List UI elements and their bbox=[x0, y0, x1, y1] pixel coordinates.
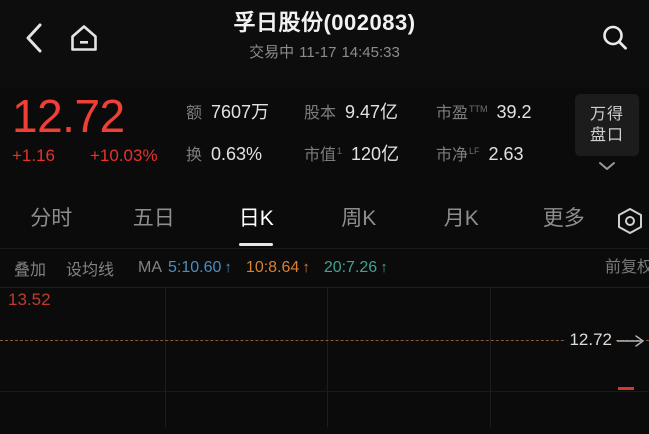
tab-five-day[interactable]: 五日 bbox=[103, 194, 206, 248]
stat-label: 市值1 bbox=[304, 145, 343, 164]
tab-label: 分时 bbox=[30, 207, 73, 230]
quote-date: 11-17 bbox=[299, 44, 337, 61]
stat-label-sup: LF bbox=[469, 145, 480, 156]
price-block: 12.72 +1.16 +10.03% bbox=[12, 88, 188, 166]
quote-panel: 12.72 +1.16 +10.03% 额 7607万 股本 9.47亿 市盈T… bbox=[0, 88, 649, 194]
stat-share-capital: 股本 9.47亿 bbox=[304, 98, 436, 124]
candle-marker bbox=[618, 387, 634, 390]
ma10-text: 10:8.64 bbox=[245, 259, 300, 276]
chart-price-arrow bbox=[617, 334, 647, 348]
stat-label: 市盈TTM bbox=[436, 103, 488, 122]
stats-grid: 额 7607万 股本 9.47亿 市盈TTM 39.2 换 0.63% bbox=[186, 98, 564, 182]
stat-turnover: 换 0.63% bbox=[186, 141, 304, 165]
ma20-arrow: ↑ bbox=[380, 259, 388, 276]
tab-label: 五日 bbox=[132, 207, 175, 230]
chart-current-price-line bbox=[0, 340, 649, 341]
stat-label: 市净LF bbox=[436, 145, 480, 164]
chart-gridline-vertical bbox=[490, 288, 491, 427]
ma10-arrow: ↑ bbox=[302, 259, 310, 276]
stat-value: 0.63% bbox=[211, 144, 263, 164]
stat-pb-ratio: 市净LF 2.63 bbox=[436, 141, 560, 165]
tab-label: 更多 bbox=[542, 207, 585, 230]
back-button[interactable] bbox=[14, 18, 54, 58]
app-header: 孚日股份(002083) 交易中 11-17 14:45:33 bbox=[0, 0, 649, 88]
stats-row-1: 额 7607万 股本 9.47亿 市盈TTM 39.2 bbox=[186, 98, 564, 140]
wind-orderbook-line1: 万得 bbox=[589, 106, 624, 123]
wind-orderbook-line2: 盘口 bbox=[589, 127, 624, 144]
chevron-left-icon bbox=[26, 23, 42, 53]
ma20-value: 20:7.26 ↑ bbox=[324, 259, 388, 277]
change-percent: +10.03% bbox=[90, 146, 158, 165]
stat-label-sup: 1 bbox=[337, 145, 343, 156]
adjust-mode-button[interactable]: 前复权 bbox=[604, 259, 649, 276]
wind-orderbook-button[interactable]: 万得 盘口 bbox=[575, 94, 639, 156]
tab-daily-k[interactable]: 日K bbox=[205, 194, 308, 248]
chart-gridline-vertical bbox=[165, 288, 166, 427]
ma20-text: 20:7.26 bbox=[323, 259, 378, 276]
indicator-bar: 叠加 设均线 MA 5:10.60 ↑ 10:8.64 ↑ 20:7.26 ↑ 前复权 bbox=[0, 249, 649, 287]
stat-value: 2.63 bbox=[488, 144, 524, 164]
market-status: 交易中 bbox=[249, 44, 295, 61]
k-line-chart[interactable]: 13.52 12.72 bbox=[0, 287, 649, 427]
stat-pe-ratio: 市盈TTM 39.2 bbox=[436, 99, 560, 123]
ma5-value: 5:10.60 ↑ bbox=[168, 259, 232, 277]
tab-monthly-k[interactable]: 月K bbox=[410, 194, 513, 248]
expand-quote-button[interactable] bbox=[575, 158, 639, 174]
search-button[interactable] bbox=[591, 14, 639, 62]
chart-high-label: 13.52 bbox=[8, 290, 51, 309]
ma10-value: 10:8.64 ↑ bbox=[246, 259, 310, 277]
tab-weekly-k[interactable]: 周K bbox=[308, 194, 411, 248]
arrow-right-icon bbox=[617, 335, 644, 347]
chart-current-price-label: 12.72 bbox=[566, 330, 615, 350]
search-icon bbox=[603, 25, 627, 50]
last-price: 12.72 bbox=[12, 90, 125, 142]
stat-label: 换 bbox=[186, 147, 203, 164]
stat-value: 9.47亿 bbox=[345, 102, 399, 122]
stat-label-sup: TTM bbox=[469, 103, 488, 114]
change-absolute: +1.16 bbox=[12, 146, 56, 165]
home-icon bbox=[71, 25, 97, 51]
tab-label: 周K bbox=[341, 207, 377, 230]
overlay-button[interactable]: 叠加 bbox=[14, 262, 47, 279]
home-button[interactable] bbox=[62, 18, 106, 58]
chart-settings-button[interactable] bbox=[615, 194, 649, 248]
ma5-arrow: ↑ bbox=[224, 259, 232, 276]
chevron-down-icon bbox=[599, 162, 615, 170]
stat-value: 7607万 bbox=[211, 102, 270, 122]
stats-row-2: 换 0.63% 市值1 120亿 市净LF 2.63 bbox=[186, 140, 564, 182]
price-change-row: +1.16 +10.03% bbox=[12, 146, 188, 166]
ma-tag: MA bbox=[138, 259, 163, 276]
tab-minute[interactable]: 分时 bbox=[0, 194, 103, 248]
stat-value: 120亿 bbox=[351, 144, 400, 164]
ma5-text: 5:10.60 bbox=[168, 259, 222, 276]
tab-more[interactable]: 更多 bbox=[513, 194, 616, 248]
stat-label: 额 bbox=[186, 105, 203, 122]
tab-label: 月K bbox=[443, 207, 479, 230]
tab-label: 日K bbox=[238, 207, 274, 230]
stat-label: 股本 bbox=[304, 105, 337, 122]
quote-time: 14:45:33 bbox=[341, 44, 400, 61]
chart-period-tabs: 分时 五日 日K 周K 月K 更多 bbox=[0, 194, 649, 249]
chart-gridline-horizontal bbox=[0, 391, 649, 392]
set-ma-button[interactable]: 设均线 bbox=[66, 262, 115, 279]
chart-gridline-vertical bbox=[327, 288, 328, 427]
settings-hex-icon bbox=[618, 208, 642, 234]
stat-value: 39.2 bbox=[496, 102, 532, 122]
stat-market-cap: 市值1 120亿 bbox=[304, 140, 436, 166]
stat-amount: 额 7607万 bbox=[186, 98, 304, 124]
